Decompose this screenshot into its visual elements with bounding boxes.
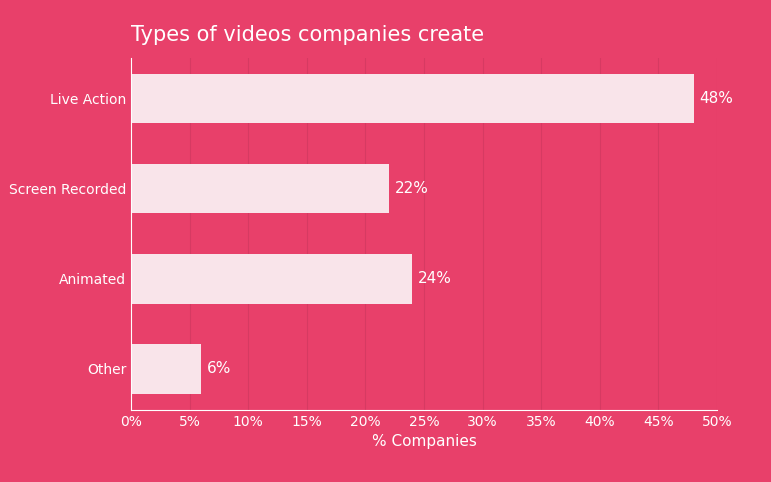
Bar [131, 164, 389, 214]
Text: 22%: 22% [395, 181, 429, 196]
Text: 6%: 6% [207, 362, 231, 376]
Text: Types of videos companies create: Types of videos companies create [131, 25, 484, 45]
Bar [131, 254, 412, 304]
Bar [131, 344, 201, 394]
Bar [131, 74, 694, 123]
Text: 24%: 24% [418, 271, 452, 286]
Text: 48%: 48% [699, 91, 733, 106]
X-axis label: % Companies: % Companies [372, 434, 476, 449]
